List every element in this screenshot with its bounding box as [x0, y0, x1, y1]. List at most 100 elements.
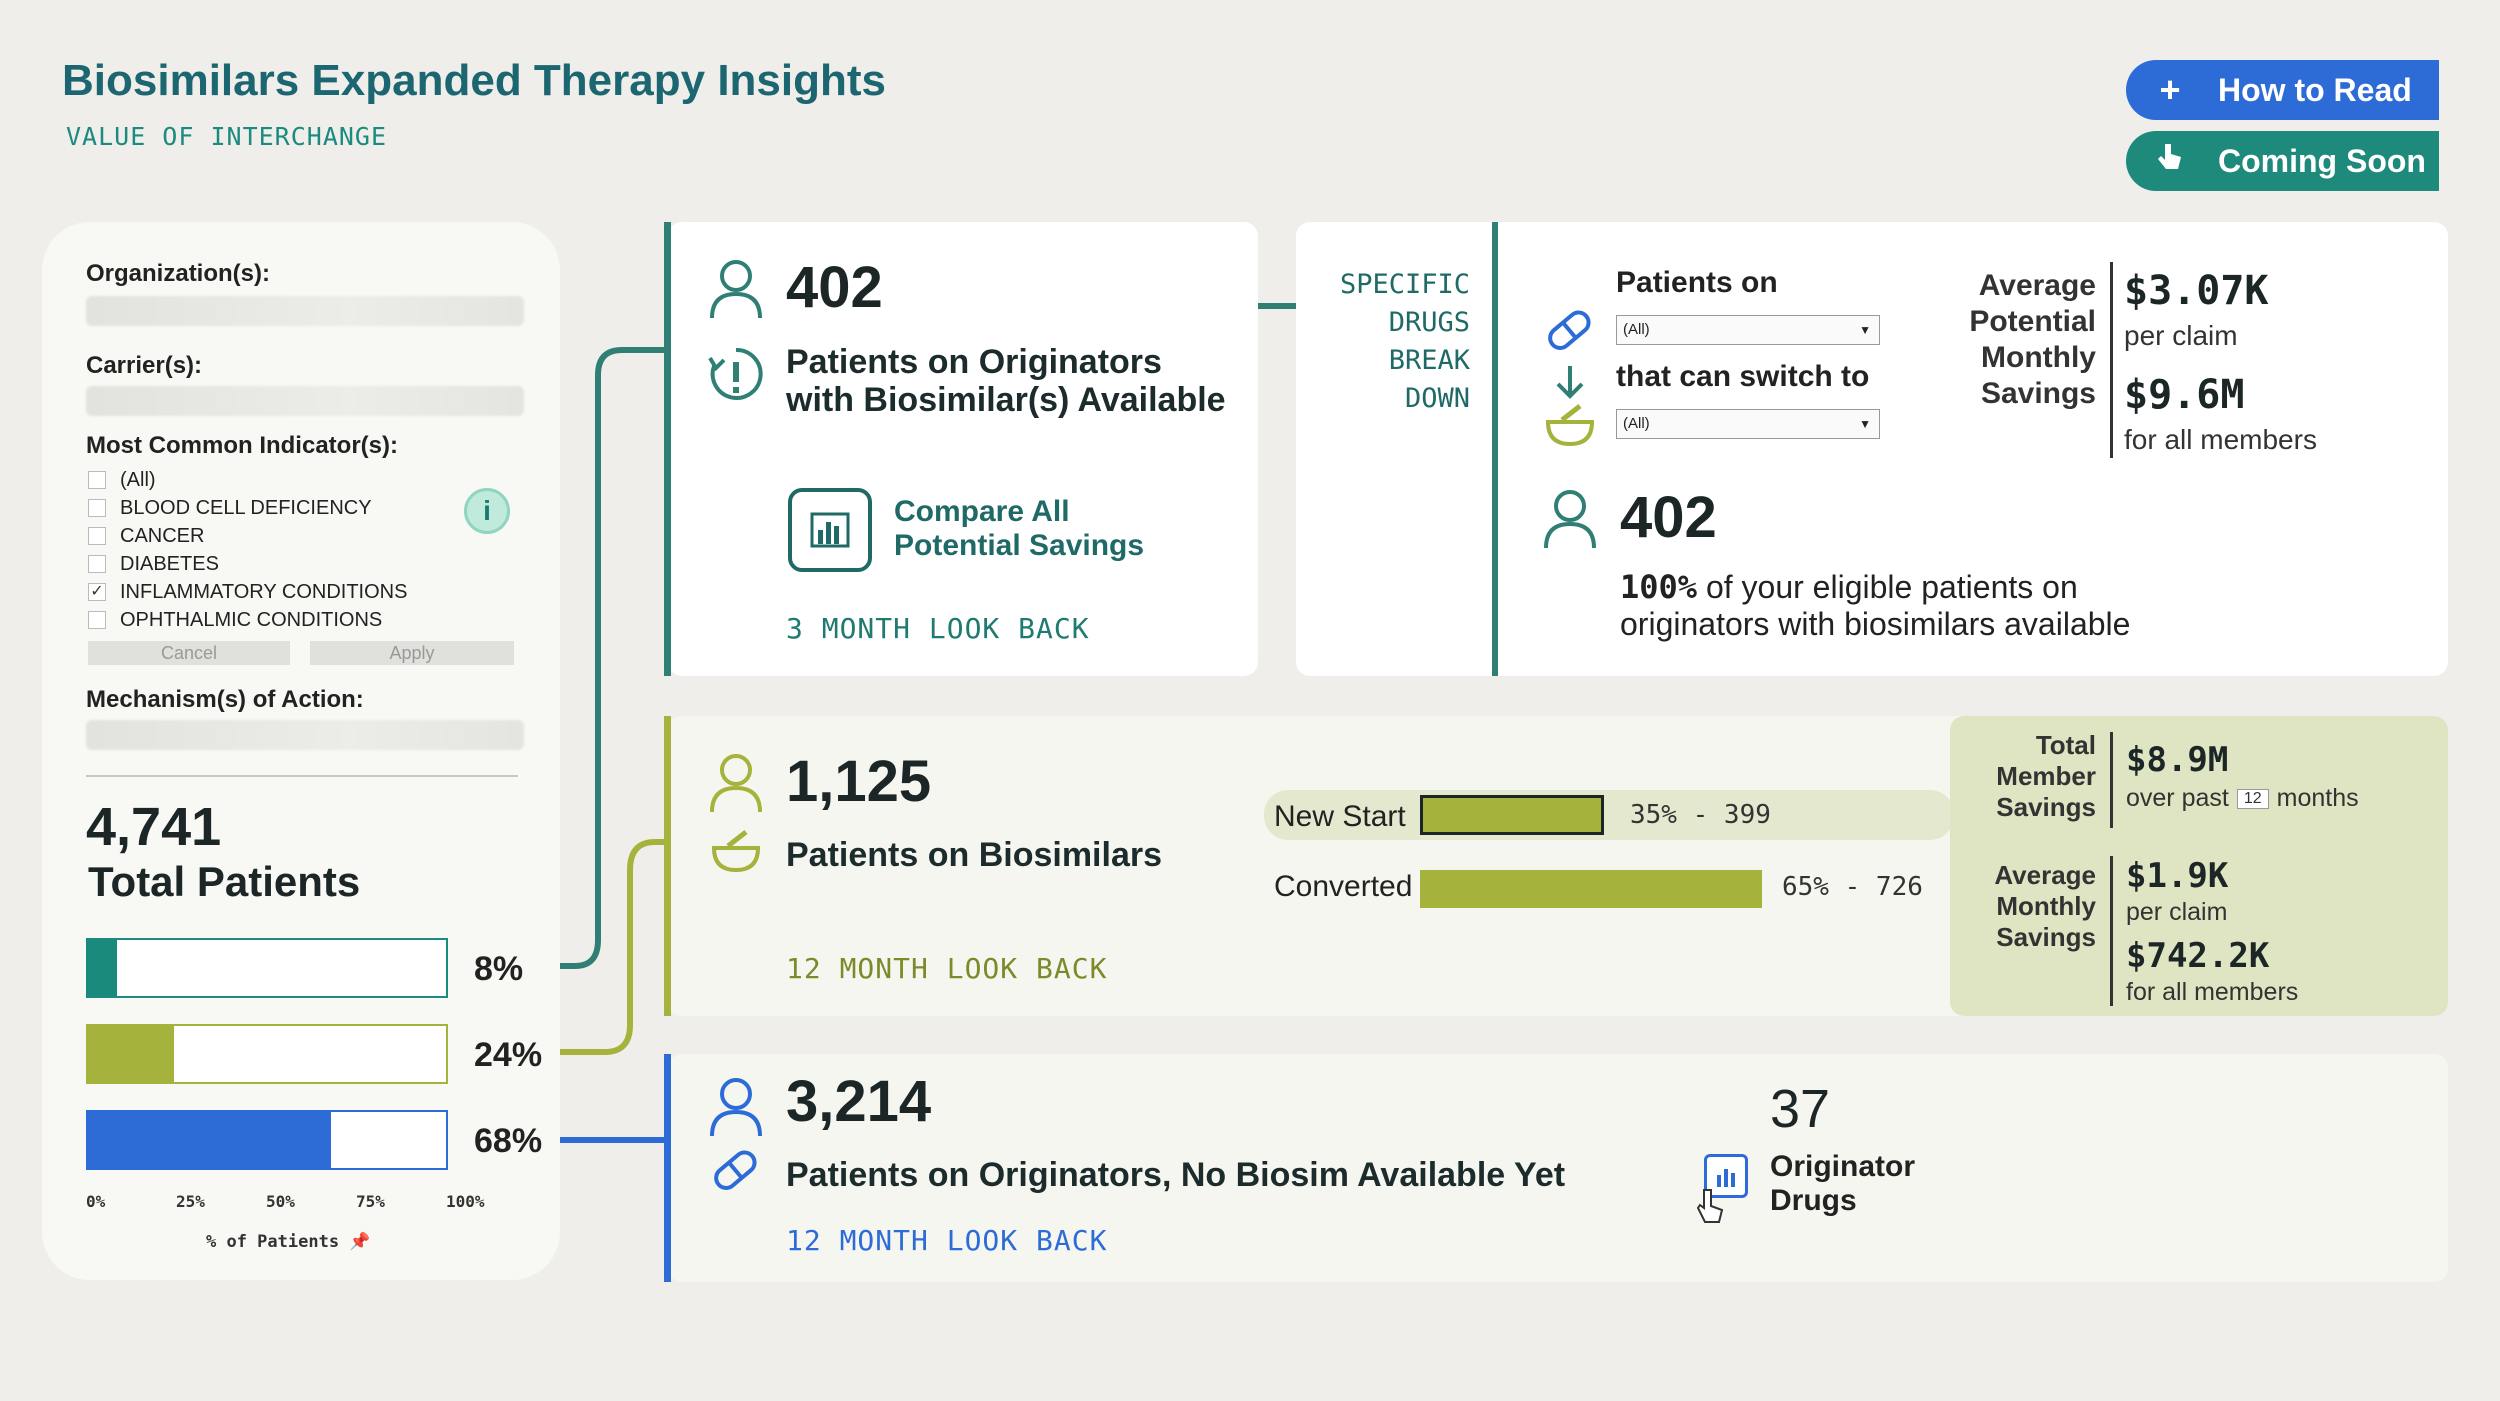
avg-potential-savings-label: Average Potential Monthly Savings	[1920, 268, 2096, 412]
originators-label-line1: Patients on Originators	[786, 343, 1162, 381]
label-line: Total	[2035, 730, 2096, 760]
percent-bar-row[interactable]: 24%	[86, 1024, 546, 1084]
indicator-option-label: INFLAMMATORY CONDITIONS	[120, 580, 408, 603]
axis-tick: 75%	[356, 1192, 385, 1211]
label-line: DOWN	[1404, 383, 1470, 414]
pill-icon	[714, 1150, 757, 1190]
pin-icon[interactable]: 📌	[349, 1232, 371, 1252]
compare-savings-link[interactable]: Compare All Potential Savings	[894, 495, 1145, 562]
new-start-text: 35% - 399	[1630, 800, 1771, 830]
label-line: SPECIFIC	[1339, 269, 1470, 300]
new-start-row-bg	[1264, 790, 1954, 840]
how-to-read-label: How to Read	[2218, 71, 2412, 108]
indicator-option[interactable]: OPHTHALMIC CONDITIONS	[88, 606, 488, 634]
coming-soon-label: Coming Soon	[2218, 142, 2426, 179]
chevron-down-icon: ▼	[1859, 417, 1871, 431]
percent-bar[interactable]	[86, 1110, 448, 1170]
divider	[86, 775, 518, 777]
eligible-count: 402	[1620, 485, 1717, 550]
checkbox[interactable]	[88, 527, 106, 545]
percent-bar[interactable]	[86, 938, 448, 998]
originator-drug-dropdown[interactable]: (All) ▼	[1616, 315, 1880, 345]
converted-text: 65% - 726	[1782, 872, 1923, 902]
converted-bar[interactable]	[1420, 870, 1762, 908]
checkbox[interactable]	[88, 499, 106, 517]
months-input[interactable]: 12	[2236, 788, 2269, 809]
label-line: Potential	[1969, 305, 2096, 338]
no-biosim-label: Patients on Originators, No Biosim Avail…	[786, 1156, 1566, 1194]
axis-label: % of Patients 📌	[206, 1232, 371, 1252]
indicator-option[interactable]: DIABETES	[88, 550, 488, 578]
axis-tick: 50%	[266, 1192, 295, 1211]
indicator-option[interactable]: BLOOD CELL DEFICIENCY	[88, 494, 488, 522]
percent-bar-fill	[88, 1026, 174, 1082]
pill-icon	[1548, 310, 1591, 350]
savings-divider	[2110, 732, 2113, 828]
indicator-option[interactable]: (All)	[88, 466, 488, 494]
how-to-read-button[interactable]: + How to Read	[2126, 60, 2439, 120]
indicator-option[interactable]: ✓ INFLAMMATORY CONDITIONS	[88, 578, 488, 606]
arrow-down-icon	[1556, 366, 1584, 399]
organization-label: Organization(s):	[86, 260, 270, 287]
per-claim-value: $3.07K	[2124, 268, 2269, 314]
new-start-bar[interactable]	[1420, 795, 1604, 835]
chart-icon[interactable]	[788, 488, 872, 572]
originators-card	[668, 222, 1258, 676]
coming-soon-button[interactable]: Coming Soon	[2126, 131, 2439, 191]
drug-breakdown-card	[1296, 222, 2448, 676]
biosimilars-lookback: 12 MONTH LOOK BACK	[786, 952, 1108, 985]
organization-dropdown[interactable]	[86, 296, 524, 326]
percent-bar-fill	[88, 940, 117, 996]
percent-bar[interactable]	[86, 1024, 448, 1084]
checkbox[interactable]	[88, 611, 106, 629]
originators-count: 402	[786, 255, 883, 320]
total-member-savings-value: $8.9M	[2126, 740, 2229, 780]
avg-all-value: $742.2K	[2126, 936, 2270, 976]
savings-divider	[2110, 856, 2113, 1006]
total-member-savings-label: Total Member Savings	[1960, 730, 2096, 823]
plus-icon: +	[2159, 69, 2181, 110]
indicator-label: Most Common Indicator(s):	[86, 432, 398, 459]
label-line: Savings	[1996, 922, 2096, 952]
checkbox[interactable]: ✓	[88, 583, 106, 601]
person-icon	[710, 1078, 762, 1137]
label-line: Monthly	[1981, 341, 2096, 374]
biosimilar-savings-panel	[1950, 716, 2448, 1016]
label-line: Savings	[1980, 377, 2096, 410]
percent-bar-row[interactable]: 68%	[86, 1110, 546, 1170]
all-members-label: for all members	[2124, 424, 2317, 455]
percent-bar-row[interactable]: 8%	[86, 938, 546, 998]
info-icon[interactable]: i	[464, 488, 510, 534]
label-line: DRUGS	[1388, 307, 1470, 338]
checkbox[interactable]	[88, 471, 106, 489]
hand-pointer-icon	[2150, 140, 2190, 183]
biosimilar-drug-dropdown[interactable]: (All) ▼	[1616, 409, 1880, 439]
eligible-line1: 100% of your eligible patients on	[1620, 568, 2078, 606]
avg-per-claim-label: per claim	[2126, 898, 2228, 926]
avg-all-label: for all members	[2126, 978, 2299, 1006]
savings-divider	[2110, 262, 2113, 458]
moa-label: Mechanism(s) of Action:	[86, 686, 364, 713]
indicator-option[interactable]: CANCER	[88, 522, 488, 550]
label-line: Average	[1994, 860, 2096, 890]
cancel-button[interactable]: Cancel	[88, 641, 290, 665]
breakdown-side-label: SPECIFIC DRUGS BREAK DOWN	[1300, 266, 1470, 418]
mortar-icon	[1545, 404, 1595, 447]
indicator-list: (All) BLOOD CELL DEFICIENCY CANCER DIABETES…	[88, 466, 488, 634]
new-start-label: New Start	[1274, 800, 1406, 833]
page-subtitle: VALUE OF INTERCHANGE	[66, 122, 388, 151]
originators-label-line2: with Biosimilar(s) Available	[786, 381, 1226, 419]
chevron-down-icon: ▼	[1859, 323, 1871, 337]
page-title: Biosimilars Expanded Therapy Insights	[62, 56, 886, 105]
all-members-value: $9.6M	[2124, 372, 2245, 418]
total-patients-label: Total Patients	[88, 858, 361, 905]
no-biosim-lookback: 12 MONTH LOOK BACK	[786, 1224, 1108, 1257]
carrier-dropdown[interactable]	[86, 386, 524, 416]
checkbox[interactable]	[88, 555, 106, 573]
patients-on-label: Patients on	[1616, 266, 1778, 299]
originators-lookback: 3 MONTH LOOK BACK	[786, 612, 1090, 645]
moa-dropdown[interactable]	[86, 720, 524, 750]
per-claim-label: per claim	[2124, 320, 2238, 351]
apply-button[interactable]: Apply	[310, 641, 514, 665]
indicator-option-label: (All)	[120, 468, 156, 491]
